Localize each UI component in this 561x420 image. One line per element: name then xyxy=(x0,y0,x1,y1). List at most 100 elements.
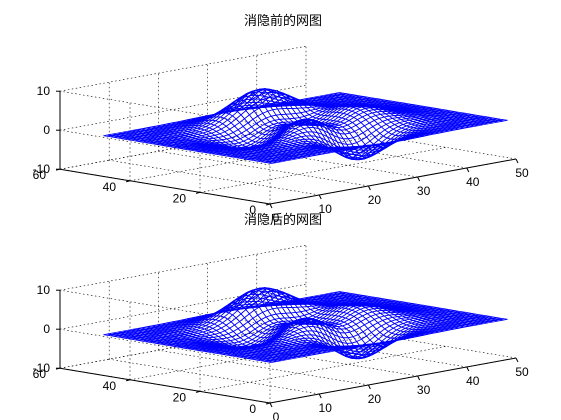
mesh-cell xyxy=(242,321,253,330)
x-tick-label: 20 xyxy=(368,193,382,207)
mesh-cell xyxy=(370,115,380,121)
mesh-cell xyxy=(253,306,264,316)
y-tick-label: 60 xyxy=(33,168,47,182)
chart-title-before: 消隐前的网图 xyxy=(244,13,322,29)
mesh-cell xyxy=(245,325,256,333)
mesh-cell xyxy=(377,120,387,128)
mesh-cell xyxy=(370,328,381,337)
mesh-cell xyxy=(229,125,239,133)
mesh-cell xyxy=(334,92,344,95)
mesh-cell xyxy=(378,315,389,321)
y-tick-label: 0 xyxy=(249,402,256,416)
mesh-cell xyxy=(360,318,371,326)
mesh-cell xyxy=(346,321,357,328)
mesh-cell xyxy=(373,316,384,324)
mesh-cell xyxy=(237,125,248,134)
mesh-surface-after xyxy=(103,287,508,363)
mesh-cell xyxy=(234,121,244,131)
z-tick-label: 0 xyxy=(43,322,50,336)
mesh-cell xyxy=(247,317,257,327)
mesh-cell xyxy=(351,318,362,325)
mesh-cell xyxy=(370,314,380,320)
z-tick-label: 10 xyxy=(37,283,51,297)
mesh-cell xyxy=(235,313,246,323)
mesh-cell xyxy=(224,327,234,335)
x-tick-label: 50 xyxy=(515,365,529,379)
x-tick-label: 50 xyxy=(515,166,529,180)
mesh-cell xyxy=(377,319,387,327)
y-axis-line xyxy=(59,367,271,404)
x-tick-label: 40 xyxy=(466,175,480,189)
x-tick-label: 40 xyxy=(466,374,480,388)
x-axis-line xyxy=(269,158,517,205)
mesh-cell xyxy=(242,122,253,131)
mesh-cell xyxy=(232,310,242,319)
mesh-cell xyxy=(350,124,361,132)
mesh-cell xyxy=(372,322,382,330)
mesh-cell xyxy=(362,129,372,138)
z-tick-label: -10 xyxy=(33,162,51,176)
x-tick-label: 30 xyxy=(417,184,431,198)
mesh-cell xyxy=(363,321,374,330)
mesh-cell xyxy=(358,324,369,333)
y-tick-label: 20 xyxy=(173,191,187,205)
mesh-cell xyxy=(227,132,238,139)
mesh-cell xyxy=(355,321,366,329)
mesh-cell xyxy=(245,126,256,134)
mesh-cell xyxy=(362,328,372,337)
mesh-cell xyxy=(361,114,372,121)
mesh-cell xyxy=(380,123,391,131)
y-tick-label: 20 xyxy=(173,390,187,404)
x-tick-label: 10 xyxy=(319,202,333,216)
mesh-cell xyxy=(370,129,381,138)
y-tick-label: 0 xyxy=(249,203,256,217)
mesh-cell xyxy=(372,123,382,131)
mesh-cell xyxy=(356,116,367,123)
mesh-cell xyxy=(230,317,241,326)
mesh-cell xyxy=(369,136,379,145)
chart-title-after: 消隐后的网图 xyxy=(244,212,322,228)
mesh-cell xyxy=(361,313,372,320)
y-tick-label: 40 xyxy=(103,379,117,393)
mesh-cell xyxy=(365,133,376,142)
mesh-cell xyxy=(232,328,243,336)
mesh-cell xyxy=(240,309,250,319)
mesh-cell xyxy=(232,129,243,137)
x-tick-label: 10 xyxy=(319,401,333,415)
mesh-cell xyxy=(236,331,246,339)
mesh-cell xyxy=(385,121,396,128)
mesh-cell xyxy=(358,125,369,134)
mesh-cell xyxy=(365,332,376,341)
y-tick-label: 40 xyxy=(103,180,117,194)
x-tick-label: 30 xyxy=(417,383,431,397)
x-axis-line xyxy=(269,357,517,404)
mesh-cell xyxy=(220,324,231,332)
mesh-cell xyxy=(227,331,238,338)
mesh-cell xyxy=(373,117,384,125)
mesh-cell xyxy=(350,323,361,331)
mesh-cell xyxy=(237,324,248,333)
mesh-cell xyxy=(367,325,377,333)
mesh-cell xyxy=(229,324,239,332)
mesh-cell xyxy=(375,126,386,134)
mesh-cell xyxy=(235,114,246,124)
mesh-cell xyxy=(375,325,386,333)
mesh-cell xyxy=(368,119,379,127)
mesh-cell xyxy=(250,123,261,131)
mesh-cell xyxy=(363,122,374,131)
mesh-cell xyxy=(253,107,264,117)
mesh-cell xyxy=(215,327,226,334)
mesh-cell xyxy=(365,116,375,124)
mesh-cell xyxy=(234,320,244,330)
y-axis-line xyxy=(59,168,271,205)
mesh-cell xyxy=(230,118,241,127)
mesh-cell xyxy=(225,122,236,130)
x-tick-label: 0 xyxy=(273,211,280,225)
mesh-cell xyxy=(366,311,377,317)
y-tick-label: 60 xyxy=(33,367,47,381)
mesh-cell xyxy=(368,318,379,326)
